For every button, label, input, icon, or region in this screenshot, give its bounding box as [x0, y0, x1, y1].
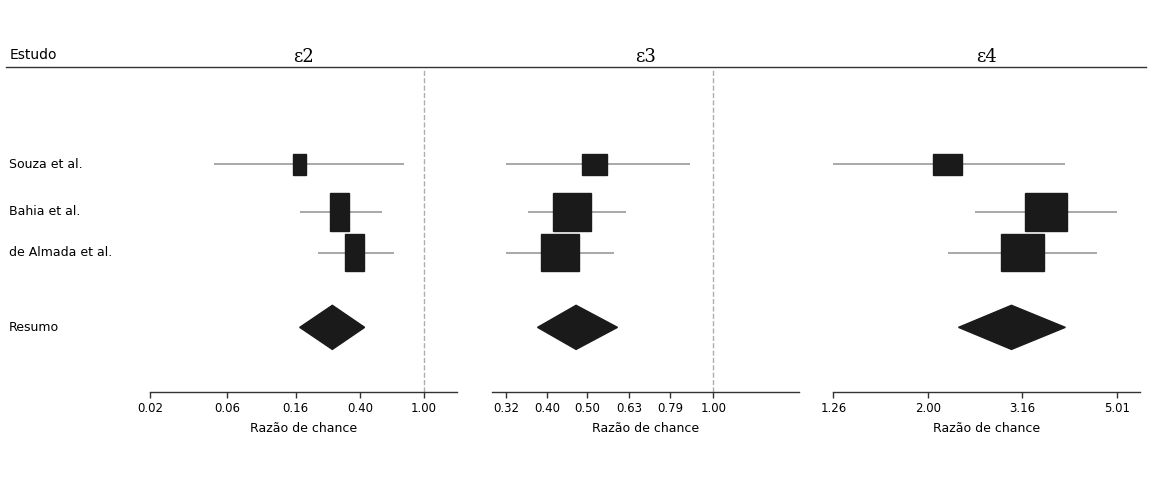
Title: ε2: ε2 — [293, 49, 313, 66]
Title: ε3: ε3 — [635, 49, 655, 66]
Bar — [933, 154, 962, 175]
X-axis label: Razão de chance: Razão de chance — [933, 422, 1040, 435]
Text: de Almada et al.: de Almada et al. — [9, 246, 113, 259]
Bar — [344, 234, 364, 271]
Bar — [329, 193, 349, 231]
Polygon shape — [538, 306, 617, 349]
Bar — [1024, 193, 1067, 231]
Text: Resumo: Resumo — [9, 321, 60, 334]
Title: ε4: ε4 — [977, 49, 998, 66]
Polygon shape — [300, 306, 365, 349]
Bar — [553, 193, 591, 231]
Bar — [294, 154, 306, 175]
X-axis label: Razão de chance: Razão de chance — [592, 422, 698, 435]
Polygon shape — [958, 306, 1066, 349]
Text: Bahia et al.: Bahia et al. — [9, 205, 81, 218]
X-axis label: Razão de chance: Razão de chance — [250, 422, 357, 435]
Bar — [582, 154, 607, 175]
Text: Souza et al.: Souza et al. — [9, 158, 83, 171]
Bar — [541, 234, 578, 271]
Bar — [1001, 234, 1044, 271]
Text: Estudo: Estudo — [9, 48, 56, 62]
